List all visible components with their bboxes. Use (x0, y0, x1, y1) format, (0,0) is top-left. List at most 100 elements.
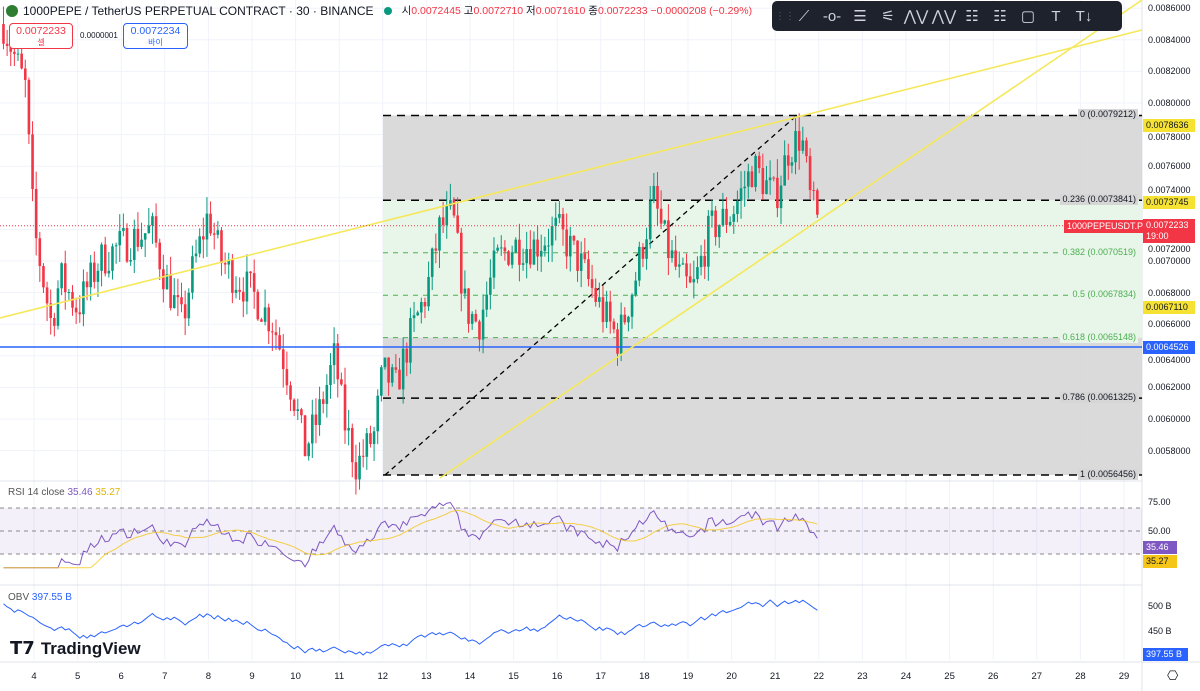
price-axis-label: 0.0078000 (1148, 132, 1191, 143)
candle-body (539, 250, 543, 257)
price-axis-label: 0.0084000 (1148, 34, 1191, 45)
current-price-tag: 0.0072233 19:00 (1143, 219, 1195, 243)
candle-body (467, 288, 470, 324)
sell-button[interactable]: 0.0072233 셀 (9, 23, 73, 49)
rsi-legend[interactable]: RSI 14 close 35.46 35.27 (8, 487, 121, 498)
candle-body (583, 253, 587, 260)
fib-level-label: 0.382 (0.0070519) (1060, 246, 1138, 258)
candle-body (656, 185, 659, 209)
symbol-title[interactable]: 1000PEPE / TetherUS PERPETUAL CONTRACT ·… (23, 3, 374, 18)
market-status-icon (383, 6, 392, 15)
candle-body (49, 303, 53, 318)
candle-body (420, 301, 423, 313)
candle-body (485, 294, 489, 310)
candle-body (696, 267, 699, 280)
price-axis-label: 0.0080000 (1148, 98, 1191, 108)
rectangle-icon[interactable]: ▢ (1020, 8, 1036, 25)
candle-body (757, 155, 761, 169)
time-axis-label: 14 (464, 671, 476, 682)
candle-body (241, 291, 245, 302)
candle-body (140, 239, 143, 247)
candle-body (256, 291, 260, 320)
candle-body (234, 289, 238, 293)
time-axis-label: 26 (987, 671, 999, 682)
fib-zone-bottom (383, 337, 1142, 475)
candle-body (354, 462, 358, 480)
trend-line-icon[interactable]: ⟋ (798, 7, 810, 25)
settings-icon[interactable]: ⎔ (1167, 668, 1179, 683)
yellow-trend-line (0, 29, 1143, 319)
candle-body (212, 233, 216, 235)
price-tag: 0.0073745 (1143, 195, 1195, 209)
candle-body (627, 316, 630, 323)
price-axis-label: 0.0070000 (1148, 256, 1191, 266)
candle-body (96, 270, 100, 282)
abcd-pattern-icon[interactable]: ⋀⋁ (931, 8, 957, 25)
candle-body (2, 24, 5, 44)
time-axis-label: 9 (249, 671, 255, 682)
time-axis-label: 6 (118, 671, 124, 682)
candle-body (245, 271, 249, 302)
sell-label: 셀 (37, 38, 45, 47)
candle-body (576, 240, 579, 271)
obv-value-tag: 397.55 B (1143, 648, 1188, 661)
anchored-text-icon[interactable]: T ↓ (1075, 7, 1093, 25)
candle-body (358, 455, 361, 480)
time-axis-label: 18 (639, 671, 650, 682)
candle-body (492, 250, 496, 278)
candle-body (398, 369, 401, 390)
symbol-header: 1000PEPE / TetherUS PERPETUAL CONTRACT ·… (6, 3, 752, 18)
candle-body (747, 171, 750, 187)
candle-body (630, 294, 634, 317)
candle-body (172, 295, 176, 308)
price-axis-label: 0.0062000 (1148, 382, 1191, 393)
candle-body (449, 200, 452, 207)
text-icon[interactable]: T (1051, 7, 1061, 25)
candle-body (136, 228, 140, 247)
candle-body (238, 289, 241, 292)
candle-body (296, 409, 300, 411)
obv-legend[interactable]: OBV 397.55 B (8, 592, 72, 603)
candle-body (347, 428, 350, 431)
candle-body (249, 271, 252, 274)
candle-body (776, 177, 779, 209)
tradingview-logo[interactable]: 𝗧𝟳 TradingView (10, 638, 141, 659)
buy-button[interactable]: 0.0072234 바이 (123, 23, 188, 49)
fib-retracement-icon[interactable]: ⚟ (881, 8, 895, 25)
candle-body (474, 313, 478, 322)
candle-body (198, 236, 201, 254)
candle-body (162, 269, 165, 290)
candle-body (187, 292, 191, 319)
candle-body (790, 162, 794, 166)
candle-body (623, 314, 627, 323)
candle-body (725, 208, 728, 225)
candle-body (143, 233, 147, 240)
parallel-channel-icon[interactable]: ☰ (853, 8, 867, 25)
time-axis-label: 17 (595, 671, 607, 682)
time-axis-label: 10 (290, 671, 301, 682)
candle-body (507, 251, 510, 265)
candle-body (107, 270, 111, 274)
long-position-icon[interactable]: ☷ (965, 8, 979, 25)
candle-body (434, 248, 438, 251)
candle-body (67, 292, 71, 294)
xabcd-pattern-icon[interactable]: ⋀⋁ (903, 8, 929, 25)
time-axis-label: 29 (1118, 671, 1130, 682)
price-axis-label: 0.0072000 (1148, 243, 1191, 254)
candle-body (394, 367, 398, 370)
candle-body (165, 274, 169, 290)
short-position-icon[interactable]: ☷ (993, 8, 1007, 25)
candle-body (390, 367, 394, 383)
candle-body (132, 228, 136, 260)
horizontal-ray-icon[interactable]: -o- (822, 7, 842, 25)
sell-price: 0.0072233 (16, 25, 66, 37)
candle-body (808, 156, 812, 191)
candle-body (205, 213, 209, 240)
candle-body (648, 200, 652, 240)
candle-body (369, 433, 372, 444)
time-axis-label: 11 (334, 671, 345, 682)
rsi-axis-50: 50.00 (1148, 526, 1171, 536)
candle-body (93, 262, 96, 282)
drag-handle-icon[interactable]: ⋮⋮ (775, 10, 795, 22)
